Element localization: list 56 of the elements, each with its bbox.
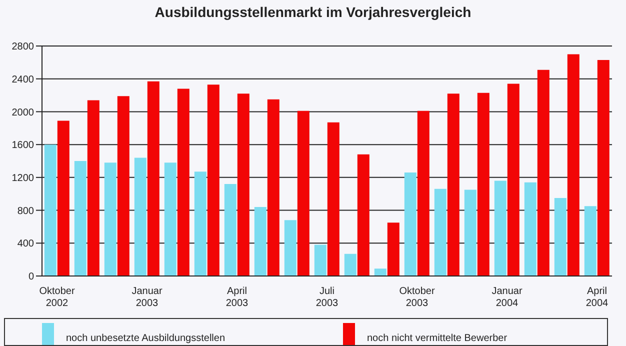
bar xyxy=(117,96,130,276)
y-tick-label: 1200 xyxy=(12,172,34,184)
bar xyxy=(284,220,296,276)
x-tick-label: Januar 2004 xyxy=(492,286,523,309)
y-tick-label: 2800 xyxy=(12,42,34,53)
bar xyxy=(194,172,206,276)
bar xyxy=(404,172,416,276)
bar xyxy=(554,198,566,276)
bar xyxy=(357,154,370,276)
y-tick-label: 0 xyxy=(28,272,34,283)
bar xyxy=(134,158,146,276)
x-tick-label: Juli 2003 xyxy=(316,286,339,309)
bar xyxy=(87,100,100,276)
bar xyxy=(147,81,160,276)
bar xyxy=(224,184,236,276)
legend-label: noch unbesetzte Ausbildungsstellen xyxy=(66,333,226,345)
bar xyxy=(597,60,610,276)
bar xyxy=(314,244,326,276)
bar xyxy=(207,84,220,276)
bar xyxy=(177,88,190,276)
bar xyxy=(57,120,70,276)
bar xyxy=(327,122,340,276)
x-tick-label: April 2003 xyxy=(226,286,249,309)
bar xyxy=(494,180,506,276)
y-tick-label: 1600 xyxy=(12,140,34,152)
bar xyxy=(297,110,310,276)
x-tick-label: Januar 2003 xyxy=(132,286,163,309)
y-tick-label: 400 xyxy=(17,238,34,250)
bar xyxy=(104,162,116,276)
bar xyxy=(254,207,266,276)
bar xyxy=(344,254,356,276)
bar xyxy=(447,94,460,276)
bar xyxy=(74,161,86,276)
y-tick-label: 2000 xyxy=(12,107,34,118)
bar xyxy=(507,84,520,276)
bar xyxy=(374,268,386,276)
y-tick-label: 800 xyxy=(17,206,34,217)
x-tick-label: Oktober 2002 xyxy=(39,286,76,309)
x-tick-label: Oktober 2003 xyxy=(399,286,436,309)
bar xyxy=(567,54,580,276)
legend-label: noch nicht vermittelte Bewerber xyxy=(367,333,508,345)
bar xyxy=(584,206,596,276)
bar xyxy=(237,94,250,276)
y-tick-label: 2400 xyxy=(12,74,34,86)
bar xyxy=(524,182,536,276)
bar xyxy=(267,99,280,276)
x-tick-label: April 2004 xyxy=(586,286,609,309)
bar xyxy=(434,188,446,276)
bar xyxy=(164,162,176,276)
chart-title: Ausbildungsstellenmarkt im Vorjahresvergleich xyxy=(154,3,472,22)
bar xyxy=(417,110,430,276)
bar xyxy=(387,222,400,276)
bar xyxy=(44,144,56,276)
bar xyxy=(477,92,490,276)
bar xyxy=(537,70,550,276)
bar xyxy=(464,190,476,276)
